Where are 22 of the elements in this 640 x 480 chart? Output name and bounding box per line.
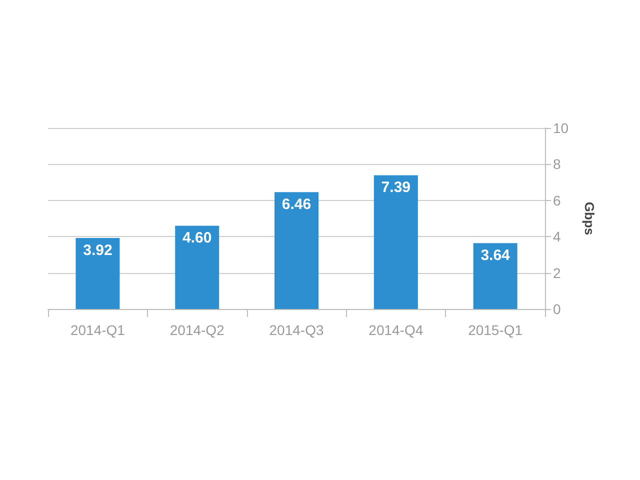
y-tick-label: 6 <box>553 192 561 208</box>
y-tick-label: 10 <box>553 120 569 136</box>
x-tick-label: 2014-Q4 <box>368 322 424 338</box>
y-axis-title: Gbps <box>582 202 597 236</box>
bar <box>76 238 120 309</box>
bar <box>274 192 318 309</box>
data-label: 7.39 <box>381 179 410 196</box>
y-tick-label: 2 <box>553 264 561 281</box>
bar <box>374 175 418 309</box>
data-label: 3.92 <box>83 242 112 260</box>
y-tick-label: 0 <box>553 301 561 317</box>
y-tick-label: 4 <box>553 228 561 245</box>
x-tick-label: 2014-Q3 <box>269 322 324 338</box>
bar <box>175 226 220 309</box>
y-tick-label: 8 <box>553 156 561 172</box>
data-label: 6.46 <box>282 196 312 214</box>
x-tick-label: 2015-Q1 <box>468 322 523 338</box>
x-tick-label: 2014-Q1 <box>70 322 126 338</box>
x-tick-label: 2014-Q2 <box>170 322 225 338</box>
bar <box>473 243 518 309</box>
data-label: 3.64 <box>480 247 511 264</box>
data-label: 4.60 <box>182 230 212 247</box>
